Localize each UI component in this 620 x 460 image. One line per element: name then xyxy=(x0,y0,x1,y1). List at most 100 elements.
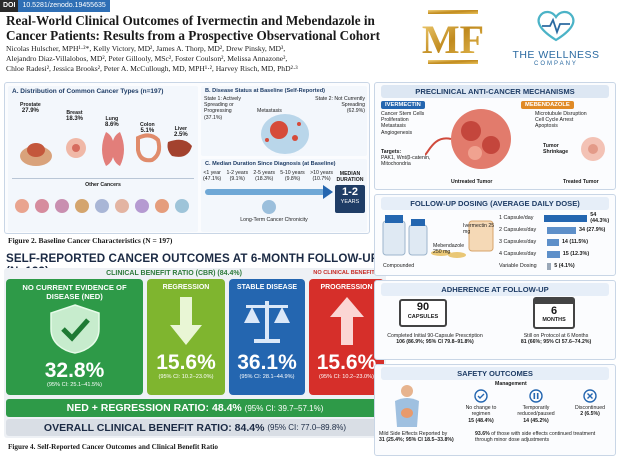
metastasis-label: Metastasis xyxy=(257,108,282,114)
median-unit: YEARS xyxy=(340,199,360,205)
management-options: No change to regimen 15 (48.4%) Temporari… xyxy=(457,389,613,424)
timeline-arrow-illustration xyxy=(205,185,333,214)
treated-tumor-illustration xyxy=(581,137,605,161)
mechanisms-title: PRECLINICAL ANTI-CANCER MECHANISMS xyxy=(381,85,609,98)
ned-pct: 32.8% xyxy=(44,359,105,382)
dose-label: 2 Capsules/day xyxy=(499,227,537,233)
duration-item: <1 year (47.1%) xyxy=(203,170,222,183)
mebendazole-items: Microtubule Disruption Cell Cycle Arrest A… xyxy=(535,111,587,130)
dose-value: 54 (44.3%) xyxy=(590,212,610,224)
panel-b: B. Disease Status at Baseline (Self-Repo… xyxy=(201,86,367,156)
duration-item: >10 years (10.7%) xyxy=(310,170,333,183)
check-circle-icon xyxy=(474,389,488,403)
mf-logo: MF xyxy=(422,6,484,68)
dose-row: 4 Capsules/day 15 (12.3%) xyxy=(499,249,615,259)
ivermectin-tag: IVERMECTIN xyxy=(381,101,425,109)
panel-a-title: A. Distribution of Common Cancer Types (… xyxy=(12,88,164,95)
regression-label: REGRESSION xyxy=(162,284,210,291)
doi-label: DOI xyxy=(0,0,19,12)
median-box: 1-2 YEARS xyxy=(335,185,365,213)
paper-title: Real-World Clinical Outcomes of Ivermect… xyxy=(6,13,380,43)
author-line: Nicolas Hulscher, MPH¹·²*, Kelly Victory… xyxy=(6,44,286,53)
duration-item: 5-10 years (9.8%) xyxy=(280,170,305,183)
overall-cbr-band: OVERALL CLINICAL BENEFIT RATIO: 84.4% (9… xyxy=(6,419,384,436)
arrow-down-icon xyxy=(170,297,202,345)
dose-label: Variable Dosing xyxy=(499,263,537,269)
safety-title: SAFETY OUTCOMES xyxy=(381,367,609,380)
other-cancers-icons xyxy=(15,199,189,213)
adherence-title: ADHERENCE AT FOLLOW-UP xyxy=(381,283,609,296)
completed-stat: Completed Initial 90-Capsule Prescriptio… xyxy=(387,333,483,346)
management-label: Management xyxy=(495,381,527,387)
author-list: Nicolas Hulscher, MPH¹·²*, Kelly Victory… xyxy=(6,44,411,74)
dosing-title: FOLLOW-UP DOSING (AVERAGE DAILY DOSE) xyxy=(381,197,609,210)
figure-4-caption: Figure 4. Self-Reported Cancer Outcomes … xyxy=(8,443,218,451)
stable-disease-box: STABLE DISEASE 36.1% (95% CI: 28.1–44.9%… xyxy=(229,279,305,395)
ivermectin-items: Cancer Stem Cells Proliferation Metastasis… xyxy=(381,111,425,136)
on-protocol-stat: Still on Protocol at 6 Months 81 (66%; 95… xyxy=(520,333,592,346)
cancer-liver: Liver 2.5% xyxy=(174,126,188,139)
divider xyxy=(12,178,194,179)
dose-value: 14 (11.5%) xyxy=(561,239,589,245)
author-line: Alejandro Diaz-Villalobos, MD², Peter Gi… xyxy=(6,54,288,63)
dose-row: 1 Capsule/day 54 (44.3%) xyxy=(499,212,615,224)
dosing-panel: FOLLOW-UP DOSING (AVERAGE DAILY DOSE) Iv… xyxy=(374,194,616,276)
regression-pct: 15.6% xyxy=(156,351,216,374)
regression-ci: (95% CI: 10.2–23.0%) xyxy=(158,374,214,380)
progression-ci: (95% CI: 10.2–23.0%) xyxy=(318,374,375,380)
pause-circle-icon xyxy=(529,389,543,403)
wellness-logo: THE WELLNESS COMPANY xyxy=(494,8,618,67)
progression-label: PROGRESSION xyxy=(320,284,373,291)
cbr-label: CLINICAL BENEFIT RATIO (CBR) (84.4%) xyxy=(106,270,242,277)
dose-row: 2 Capsules/day 34 (27.9%) xyxy=(499,225,615,235)
cancer-breast: Breast 18.3% xyxy=(66,110,84,123)
mgmt-discontinued: Discontinued 2 (6.5%) xyxy=(567,389,613,424)
pill-bottles-illustration xyxy=(382,215,494,258)
wellness-sub: COMPANY xyxy=(534,61,578,67)
cancer-colon: Colon 5.1% xyxy=(140,122,155,135)
tumor-shrink-label: Tumor Shrinkage xyxy=(543,143,569,156)
mebendazole-tag: MEBENDAZOLE xyxy=(521,101,574,109)
dose-row: Variable Dosing 5 (4.1%) xyxy=(499,261,615,271)
scale-icon xyxy=(244,301,290,343)
panel-c: C. Median Duration Since Diagnosis (at B… xyxy=(201,159,367,232)
ned-label: NO CURRENT EVIDENCE OF DISEASE (NED) xyxy=(22,283,127,301)
stable-ci: (95% CI: 28.1–44.9%) xyxy=(239,374,295,380)
arrow-up-icon xyxy=(329,297,364,345)
dose-bar xyxy=(547,238,559,246)
mebendazole-dose: Mebendazole 250 mg xyxy=(433,243,465,256)
panel-b-title: B. Disease Status at Baseline (Self-Repo… xyxy=(205,88,325,94)
doi-tag[interactable]: DOI 10.5281/zenodo.19455635 xyxy=(0,0,110,12)
dose-label: 3 Capsules/day xyxy=(499,239,537,245)
wellness-name: THE WELLNESS xyxy=(512,49,600,61)
body-metastasis-illustration xyxy=(261,114,309,154)
figure-2-caption: Figure 2. Baseline Cancer Characteristic… xyxy=(8,236,173,245)
median-value: 1-2 xyxy=(342,186,358,198)
progression-pct: 15.6% xyxy=(316,351,377,374)
dose-bar xyxy=(547,226,576,234)
figure-4-panel: CLINICAL BENEFIT RATIO (CBR) (84.4%) NO … xyxy=(4,268,386,438)
longterm-label: Long-Term Cancer Chronicity xyxy=(240,217,308,223)
overall-ratio-ci: (95% CI: 77.0–89.8%) xyxy=(267,423,347,432)
mgmt-paused: Temporarily reduced/paused 14 (45.2%) xyxy=(510,389,562,424)
adherence-panel: ADHERENCE AT FOLLOW-UP 90 CAPSULES 6 MON… xyxy=(374,280,616,360)
median-label: MEDIAN DURATION xyxy=(336,171,364,184)
doi-value[interactable]: 10.5281/zenodo.19455635 xyxy=(18,0,110,12)
no-cbr-label: NO CLINICAL BENEFIT xyxy=(313,270,375,276)
duration-list: <1 year (47.1%) 1-2 years (9.1%) 2-5 years… xyxy=(203,170,333,182)
overall-ratio: OVERALL CLINICAL BENEFIT RATIO: 84.4% xyxy=(43,421,265,434)
untreated-label: Untreated Tumor xyxy=(451,179,493,185)
dose-bar xyxy=(547,262,552,270)
other-cancers-title: Other Cancers xyxy=(85,182,121,188)
author-line: Chloe Radesi², Jessica Brooks², Peter A.… xyxy=(6,64,298,73)
heart-pulse-icon xyxy=(537,10,575,42)
stable-label: STABLE DISEASE xyxy=(236,284,298,291)
mild-side-effects: Mild Side Effects Reported by 31 (25.4%; … xyxy=(379,431,454,444)
ned-ratio-ci: (95% CI: 39.7–57.1%) xyxy=(244,403,324,413)
dose-value: 5 (4.1%) xyxy=(554,263,575,269)
safety-panel: SAFETY OUTCOMES Management No change to … xyxy=(374,364,616,456)
calendar-icon: 6 MONTHS xyxy=(533,297,575,329)
cancer-type-illustration xyxy=(20,132,192,166)
tumor-illustration xyxy=(425,109,511,169)
continued-note: 93.6% of those with side effects continu… xyxy=(475,431,596,444)
